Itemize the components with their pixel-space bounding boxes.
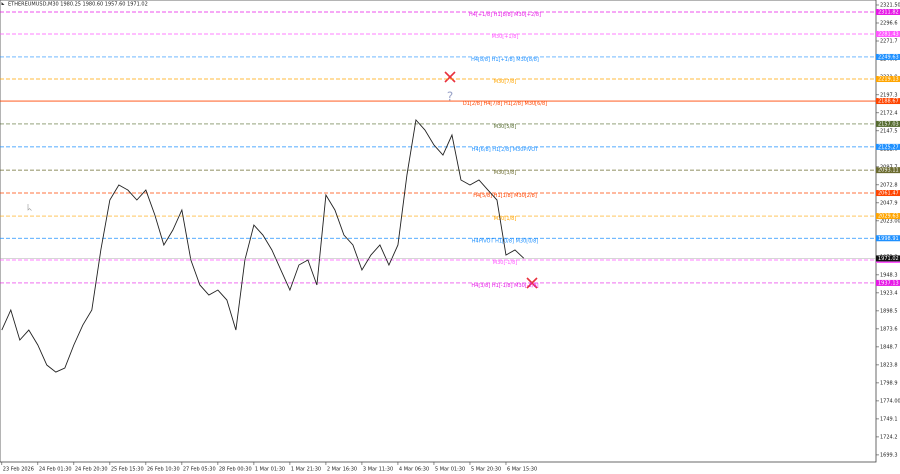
y-tick-label: 2172.4	[880, 110, 898, 116]
y-tick-label: 1948.3	[880, 272, 898, 278]
price-box-label: 2281.43	[878, 31, 899, 37]
level-label: H4[5/8] H1[1/8] M30[2/8]	[473, 193, 537, 199]
y-tick-label: 2197.3	[880, 92, 898, 98]
x-tick-label: 5 Mar 20:30	[471, 467, 501, 473]
chart-title: ETHEREUMUSD,M30 1980.25 1980.60 1957.60 …	[8, 2, 148, 8]
y-tick-label: 1873.6	[880, 326, 898, 332]
y-tick-label: 2321.50	[880, 2, 900, 8]
question-icon: ?	[447, 90, 453, 104]
signal-cross	[444, 71, 456, 83]
price-box	[876, 98, 900, 105]
price-line	[1, 118, 525, 373]
price-box-label: 2157.03	[878, 121, 899, 127]
y-tick-label: 1923.4	[880, 290, 898, 296]
price-box-label: 2125.27	[878, 144, 899, 150]
level-label: M30[5/8]	[494, 124, 517, 130]
level-label: H4[6/8] H1[2/8] M30PIVOT	[472, 147, 539, 153]
x-tick-label: 24 Feb 20:30	[75, 467, 108, 473]
y-tick-label: 1724.2	[880, 434, 898, 440]
x-tick-label: 4 Mar 06:30	[399, 467, 429, 473]
last-price-box	[876, 255, 900, 262]
price-box-label: 2029.63	[878, 214, 899, 220]
x-tick-label: 26 Feb 10:30	[147, 467, 180, 473]
price-box-label: 2093.11	[878, 168, 899, 174]
level-label: H4PIVOT H1[0/8] M30[0/8]	[472, 238, 538, 244]
price-box	[876, 53, 900, 60]
price-box	[876, 235, 900, 242]
x-tick-label: 25 Feb 15:30	[111, 467, 144, 473]
y-tick-label: 1699.3	[880, 452, 898, 458]
x-tick-label: 3 Mar 11:30	[363, 467, 393, 473]
x-tick-label: 1 Mar 01:30	[255, 467, 285, 473]
level-label: M30[3/8]	[494, 170, 517, 176]
x-tick-label: 6 Mar 15:30	[507, 467, 537, 473]
level-label: H4[3/8] H1[-1/8] M30[-2/8]	[471, 283, 538, 289]
x-tick-label: 23 Feb 2026	[3, 467, 34, 473]
price-box-label: 2061.47	[878, 191, 899, 197]
y-tick-label: 1774.00	[880, 398, 900, 404]
price-box-label: 2188.67	[878, 99, 899, 105]
y-tick-label: 1823.8	[880, 362, 898, 368]
x-tick-label: 24 Feb 01:30	[39, 467, 72, 473]
x-tick-label: 5 Mar 01:30	[435, 467, 465, 473]
price-box-label: 2311.82	[878, 9, 899, 15]
last-price-label: 1971.02	[878, 256, 899, 262]
price-box	[876, 120, 900, 127]
price-box-label: 1937.13	[878, 280, 899, 286]
level-label: M30[1/8]	[494, 216, 517, 222]
y-tick-label: 1848.7	[880, 344, 898, 350]
price-box	[876, 143, 900, 150]
price-box	[876, 167, 900, 174]
x-tick-label: 2 Mar 16:30	[327, 467, 357, 473]
y-tick-label: 2023.00	[880, 218, 900, 224]
price-box	[876, 30, 900, 37]
price-box	[876, 76, 900, 83]
level-label: M30[-1/8]	[493, 260, 517, 266]
y-tick-label: 1798.9	[880, 380, 898, 386]
plot-frame	[0, 0, 877, 463]
y-tick-label: 2147.5	[880, 128, 898, 134]
y-tick-label: 2072.8	[880, 182, 898, 188]
y-tick-label: 2271.7	[880, 39, 898, 45]
level-label: D1[2/8] H4[7/8] H1[2/8] M30[6/8]	[463, 101, 547, 107]
y-tick-label: 2047.9	[880, 200, 898, 206]
symbol-icon	[1, 2, 5, 5]
y-tick-label: 1898.5	[880, 308, 898, 314]
x-tick-label: 27 Feb 05:30	[183, 467, 216, 473]
price-box-label: 2249.63	[878, 54, 899, 60]
level-label: H4[8/8] H1[+1/8] M30[8/8]	[471, 57, 539, 63]
y-tick-label: 2296.6	[880, 20, 898, 26]
price-box	[876, 8, 900, 15]
level-label: M30[+1/8]	[492, 34, 519, 40]
cursor	[27, 204, 32, 211]
level-label: M30[7/8]	[494, 79, 517, 85]
price-box-label: 1998.91	[878, 236, 899, 242]
price-box-label: 2219.13	[878, 77, 899, 83]
price-box	[876, 213, 900, 220]
price-box	[876, 190, 900, 197]
price-box	[876, 279, 900, 286]
signal-cross	[526, 277, 538, 289]
level-label: H4[+1/8] H1[8/8] M30[+2/8]	[469, 12, 541, 18]
x-tick-label: 1 Mar 21:30	[291, 467, 321, 473]
y-tick-label: 1749.1	[880, 416, 898, 422]
x-tick-label: 28 Feb 00:30	[219, 467, 252, 473]
